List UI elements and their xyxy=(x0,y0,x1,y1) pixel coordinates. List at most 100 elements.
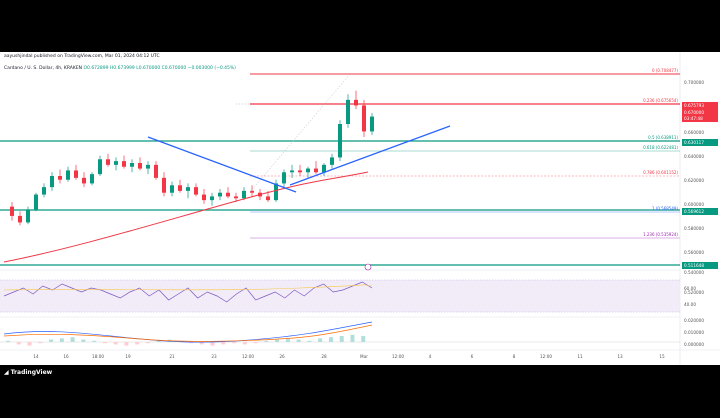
macd-histogram-bar xyxy=(92,340,97,342)
macd-histogram-bar xyxy=(242,342,247,345)
time-axis-label: Mar xyxy=(360,354,368,359)
candle-body xyxy=(162,177,166,193)
macd-histogram-bar xyxy=(253,342,258,344)
candle-body xyxy=(106,159,110,165)
symbol-name: Cardano / U. S. Dollar, 4h, KRAKEN xyxy=(4,66,83,71)
candle-body xyxy=(226,192,230,197)
price-tag: 0.569612 xyxy=(682,207,718,215)
candle-body xyxy=(202,194,206,201)
macd-histogram-bar xyxy=(199,342,204,345)
price-axis-label: 0.540000 xyxy=(684,269,704,275)
candle-body xyxy=(330,157,334,165)
price-axis-label: 0.600000 xyxy=(684,201,704,207)
oscillator-axis-label: 0.020000 xyxy=(684,317,704,323)
time-axis-label: 12:00 xyxy=(391,354,405,359)
macd-histogram-bar xyxy=(350,334,355,342)
time-axis-label: 8 xyxy=(512,354,516,359)
price-tag: 0.630117 xyxy=(682,138,718,146)
chart-frame[interactable]: aayushjindal published on TradingView.co… xyxy=(0,52,720,365)
macd-line xyxy=(3,321,373,343)
price-axis-label: 0.520000 xyxy=(684,289,704,295)
price-axis-label: 0.620000 xyxy=(684,177,704,183)
oscillator-axis-label: 0.000000 xyxy=(684,341,704,347)
macd-histogram-bar xyxy=(210,342,215,346)
candle-body xyxy=(58,176,62,180)
macd-signal-line xyxy=(3,324,373,342)
candle-body xyxy=(82,177,86,184)
fib-level-label: 0.618 (0.622481) xyxy=(643,145,678,150)
brand-name: TradingView xyxy=(10,369,53,376)
candle-body xyxy=(274,183,278,201)
macd-histogram-bar xyxy=(264,340,269,342)
candle-body xyxy=(178,185,182,191)
time-axis-label: 26 xyxy=(279,354,285,359)
oscillator-axis-label: 0.010000 xyxy=(684,329,704,335)
price-axis-label: 0.640000 xyxy=(684,153,704,159)
candle-body xyxy=(98,159,102,175)
price-tag: 03:47:48 xyxy=(682,114,718,122)
macd-histogram-bar xyxy=(339,336,344,342)
macd-histogram-bar xyxy=(135,342,140,345)
fib-level-label: 1 (0.568549) xyxy=(651,206,678,211)
candle-body xyxy=(218,192,222,197)
candle-body xyxy=(138,163,142,169)
tradingview-brand[interactable]: ◢ TradingView xyxy=(4,369,52,376)
time-axis-label: 23 xyxy=(211,354,217,359)
candle-body xyxy=(298,170,302,173)
fib-level-label: 0.236 (0.675654) xyxy=(643,98,678,103)
oscillator-axis-label: 40.00 xyxy=(684,301,696,307)
candle-body xyxy=(130,163,134,167)
macd-histogram-bar xyxy=(102,342,107,344)
ohlc-values: O0.672899 H0.673999 L0.670000 C0.670000 … xyxy=(83,66,236,71)
macd-histogram-bar xyxy=(232,342,237,344)
symbol-legend[interactable]: Cardano / U. S. Dollar, 4h, KRAKEN O0.67… xyxy=(4,66,236,71)
macd-histogram-bar xyxy=(38,342,43,344)
time-axis-label: 6 xyxy=(470,354,474,359)
time-axis-label: 15 xyxy=(659,354,665,359)
macd-histogram-bar xyxy=(49,339,54,342)
rsi-band xyxy=(0,280,680,312)
candle-body xyxy=(42,187,46,195)
fib-level-label: 0 (0.708477) xyxy=(651,68,678,73)
time-axis-label: 12:00 xyxy=(539,354,553,359)
candle-body xyxy=(90,174,94,184)
time-axis-label: 14 xyxy=(33,354,39,359)
publish-info: aayushjindal published on TradingView.co… xyxy=(4,54,160,59)
macd-histogram-bar xyxy=(307,340,312,342)
time-axis-label: 13 xyxy=(617,354,623,359)
macd-histogram-bar xyxy=(81,339,86,342)
oscillator-axis-label: 60.00 xyxy=(684,285,696,291)
macd-histogram-bar xyxy=(70,337,75,342)
time-axis-label: 18:00 xyxy=(91,354,105,359)
macd-histogram-bar xyxy=(296,339,301,342)
candle-body xyxy=(250,190,254,193)
candle-body xyxy=(354,99,358,106)
price-tag: 0.511648 xyxy=(682,261,718,269)
candle-body xyxy=(362,105,366,132)
time-axis-label: 21 xyxy=(169,354,175,359)
price-axis-label: 0.560000 xyxy=(684,249,704,255)
time-axis-label: 16 xyxy=(63,354,69,359)
candle-body xyxy=(66,170,70,180)
time-axis-label: 11 xyxy=(577,354,583,359)
fib-level-label: 0.5 (0.638911) xyxy=(648,135,678,140)
candle-body xyxy=(306,168,310,173)
candle-body xyxy=(338,124,342,158)
candle-body xyxy=(242,190,246,199)
macd-histogram-bar xyxy=(27,342,32,346)
macd-histogram-bar xyxy=(59,338,64,342)
descending-trendline xyxy=(147,136,297,193)
candle-body xyxy=(234,196,238,199)
macd-histogram-bar xyxy=(6,340,10,342)
macd-histogram-bar xyxy=(156,340,161,342)
macd-histogram-bar xyxy=(328,337,333,342)
price-chart[interactable] xyxy=(0,52,720,365)
time-axis-label: 28 xyxy=(321,354,327,359)
candle-body xyxy=(18,215,22,223)
candle-body xyxy=(26,209,30,223)
candle-body xyxy=(210,196,214,201)
macd-histogram-bar xyxy=(113,342,118,345)
macd-histogram-bar xyxy=(16,342,21,345)
macd-histogram-bar xyxy=(221,342,226,345)
macd-histogram-bar xyxy=(145,342,150,344)
